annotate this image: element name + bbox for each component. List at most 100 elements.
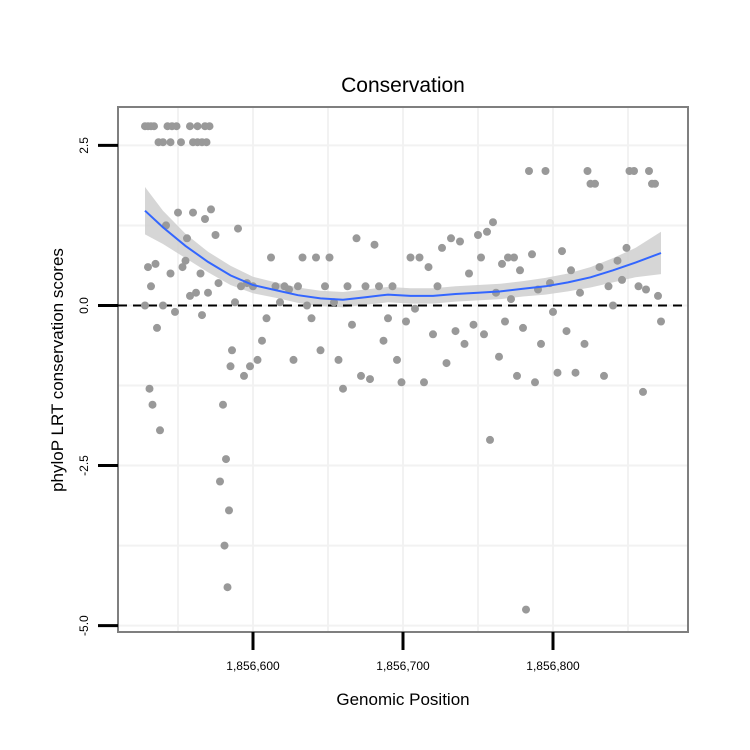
data-point: [483, 227, 491, 236]
data-point: [438, 243, 446, 252]
data-point: [321, 282, 329, 291]
data-point: [393, 355, 401, 364]
data-point: [495, 352, 503, 361]
data-point: [507, 295, 515, 304]
data-point: [262, 314, 271, 323]
data-point: [231, 298, 239, 307]
data-point: [271, 282, 280, 291]
data-point: [357, 371, 365, 380]
data-point: [193, 122, 202, 131]
data-point: [433, 282, 442, 291]
data-point: [651, 179, 659, 188]
data-point: [370, 240, 379, 249]
data-point: [600, 371, 608, 380]
data-point: [402, 317, 410, 326]
data-point: [145, 384, 154, 393]
data-point: [474, 231, 482, 239]
data-point: [609, 301, 617, 310]
data-point: [298, 253, 307, 262]
data-point: [201, 215, 209, 223]
data-point: [642, 285, 650, 294]
data-point: [595, 263, 604, 272]
data-point: [567, 266, 575, 275]
data-point: [630, 167, 638, 175]
data-point: [211, 231, 220, 239]
x-tick-label: 1,856,800: [526, 659, 580, 673]
chart-title: Conservation: [341, 74, 465, 97]
x-tick-label: 1,856,600: [226, 659, 280, 673]
data-point: [654, 291, 662, 300]
data-point: [207, 205, 215, 214]
data-point: [205, 122, 214, 131]
data-point: [339, 384, 347, 393]
grid-lines: [119, 108, 687, 631]
data-point: [153, 323, 161, 332]
data-point: [294, 282, 302, 291]
data-points: [141, 122, 665, 614]
data-point: [246, 362, 254, 371]
data-point: [480, 330, 488, 339]
data-point: [451, 327, 460, 336]
y-tick-label: -5.0: [77, 615, 91, 636]
data-point: [192, 288, 200, 297]
data-point: [216, 477, 224, 486]
data-point: [186, 122, 194, 131]
data-point: [144, 263, 152, 272]
data-point: [639, 387, 647, 396]
data-point: [366, 375, 374, 384]
data-point: [522, 605, 530, 614]
data-point: [159, 138, 167, 147]
data-point: [504, 253, 512, 262]
data-point: [267, 253, 275, 262]
data-point: [148, 400, 157, 409]
data-point: [220, 541, 229, 550]
data-point: [285, 285, 293, 294]
data-point: [234, 224, 242, 233]
data-point: [537, 339, 545, 348]
data-point: [465, 269, 473, 278]
data-point: [379, 336, 388, 345]
data-point: [486, 435, 494, 444]
data-point: [489, 218, 497, 227]
data-point: [147, 282, 155, 291]
y-tick-label: 2.5: [77, 137, 91, 154]
data-point: [174, 208, 182, 217]
data-point: [558, 247, 566, 256]
smooth-line: [144, 209, 662, 301]
data-point: [411, 304, 419, 313]
data-point: [289, 355, 298, 364]
data-point: [618, 275, 626, 284]
data-point: [172, 122, 181, 131]
data-point: [325, 253, 334, 262]
data-point: [198, 311, 206, 320]
data-point: [469, 320, 478, 329]
y-axis-title: phyloP LRT conservation scores: [48, 248, 67, 492]
data-point: [622, 243, 631, 252]
data-point: [516, 266, 524, 275]
data-point: [228, 346, 236, 355]
data-point: [343, 282, 352, 291]
data-point: [576, 288, 584, 297]
data-point: [171, 307, 179, 316]
data-point: [420, 378, 428, 387]
data-point: [388, 282, 397, 291]
data-point: [151, 259, 160, 268]
data-point: [415, 253, 424, 262]
data-point: [150, 122, 158, 131]
data-point: [330, 298, 338, 307]
data-point: [397, 378, 406, 387]
data-point: [307, 314, 316, 323]
data-point: [442, 359, 451, 368]
data-point: [189, 208, 197, 217]
data-point: [240, 371, 248, 380]
data-point: [334, 355, 343, 364]
data-point: [181, 256, 190, 265]
data-point: [214, 279, 223, 288]
y-tick-label: 0.0: [77, 297, 91, 314]
data-point: [186, 291, 194, 300]
data-point: [498, 259, 506, 268]
data-point: [166, 138, 175, 147]
data-point: [424, 263, 433, 272]
x-axis-title: Genomic Position: [336, 690, 469, 709]
data-point: [510, 253, 518, 262]
